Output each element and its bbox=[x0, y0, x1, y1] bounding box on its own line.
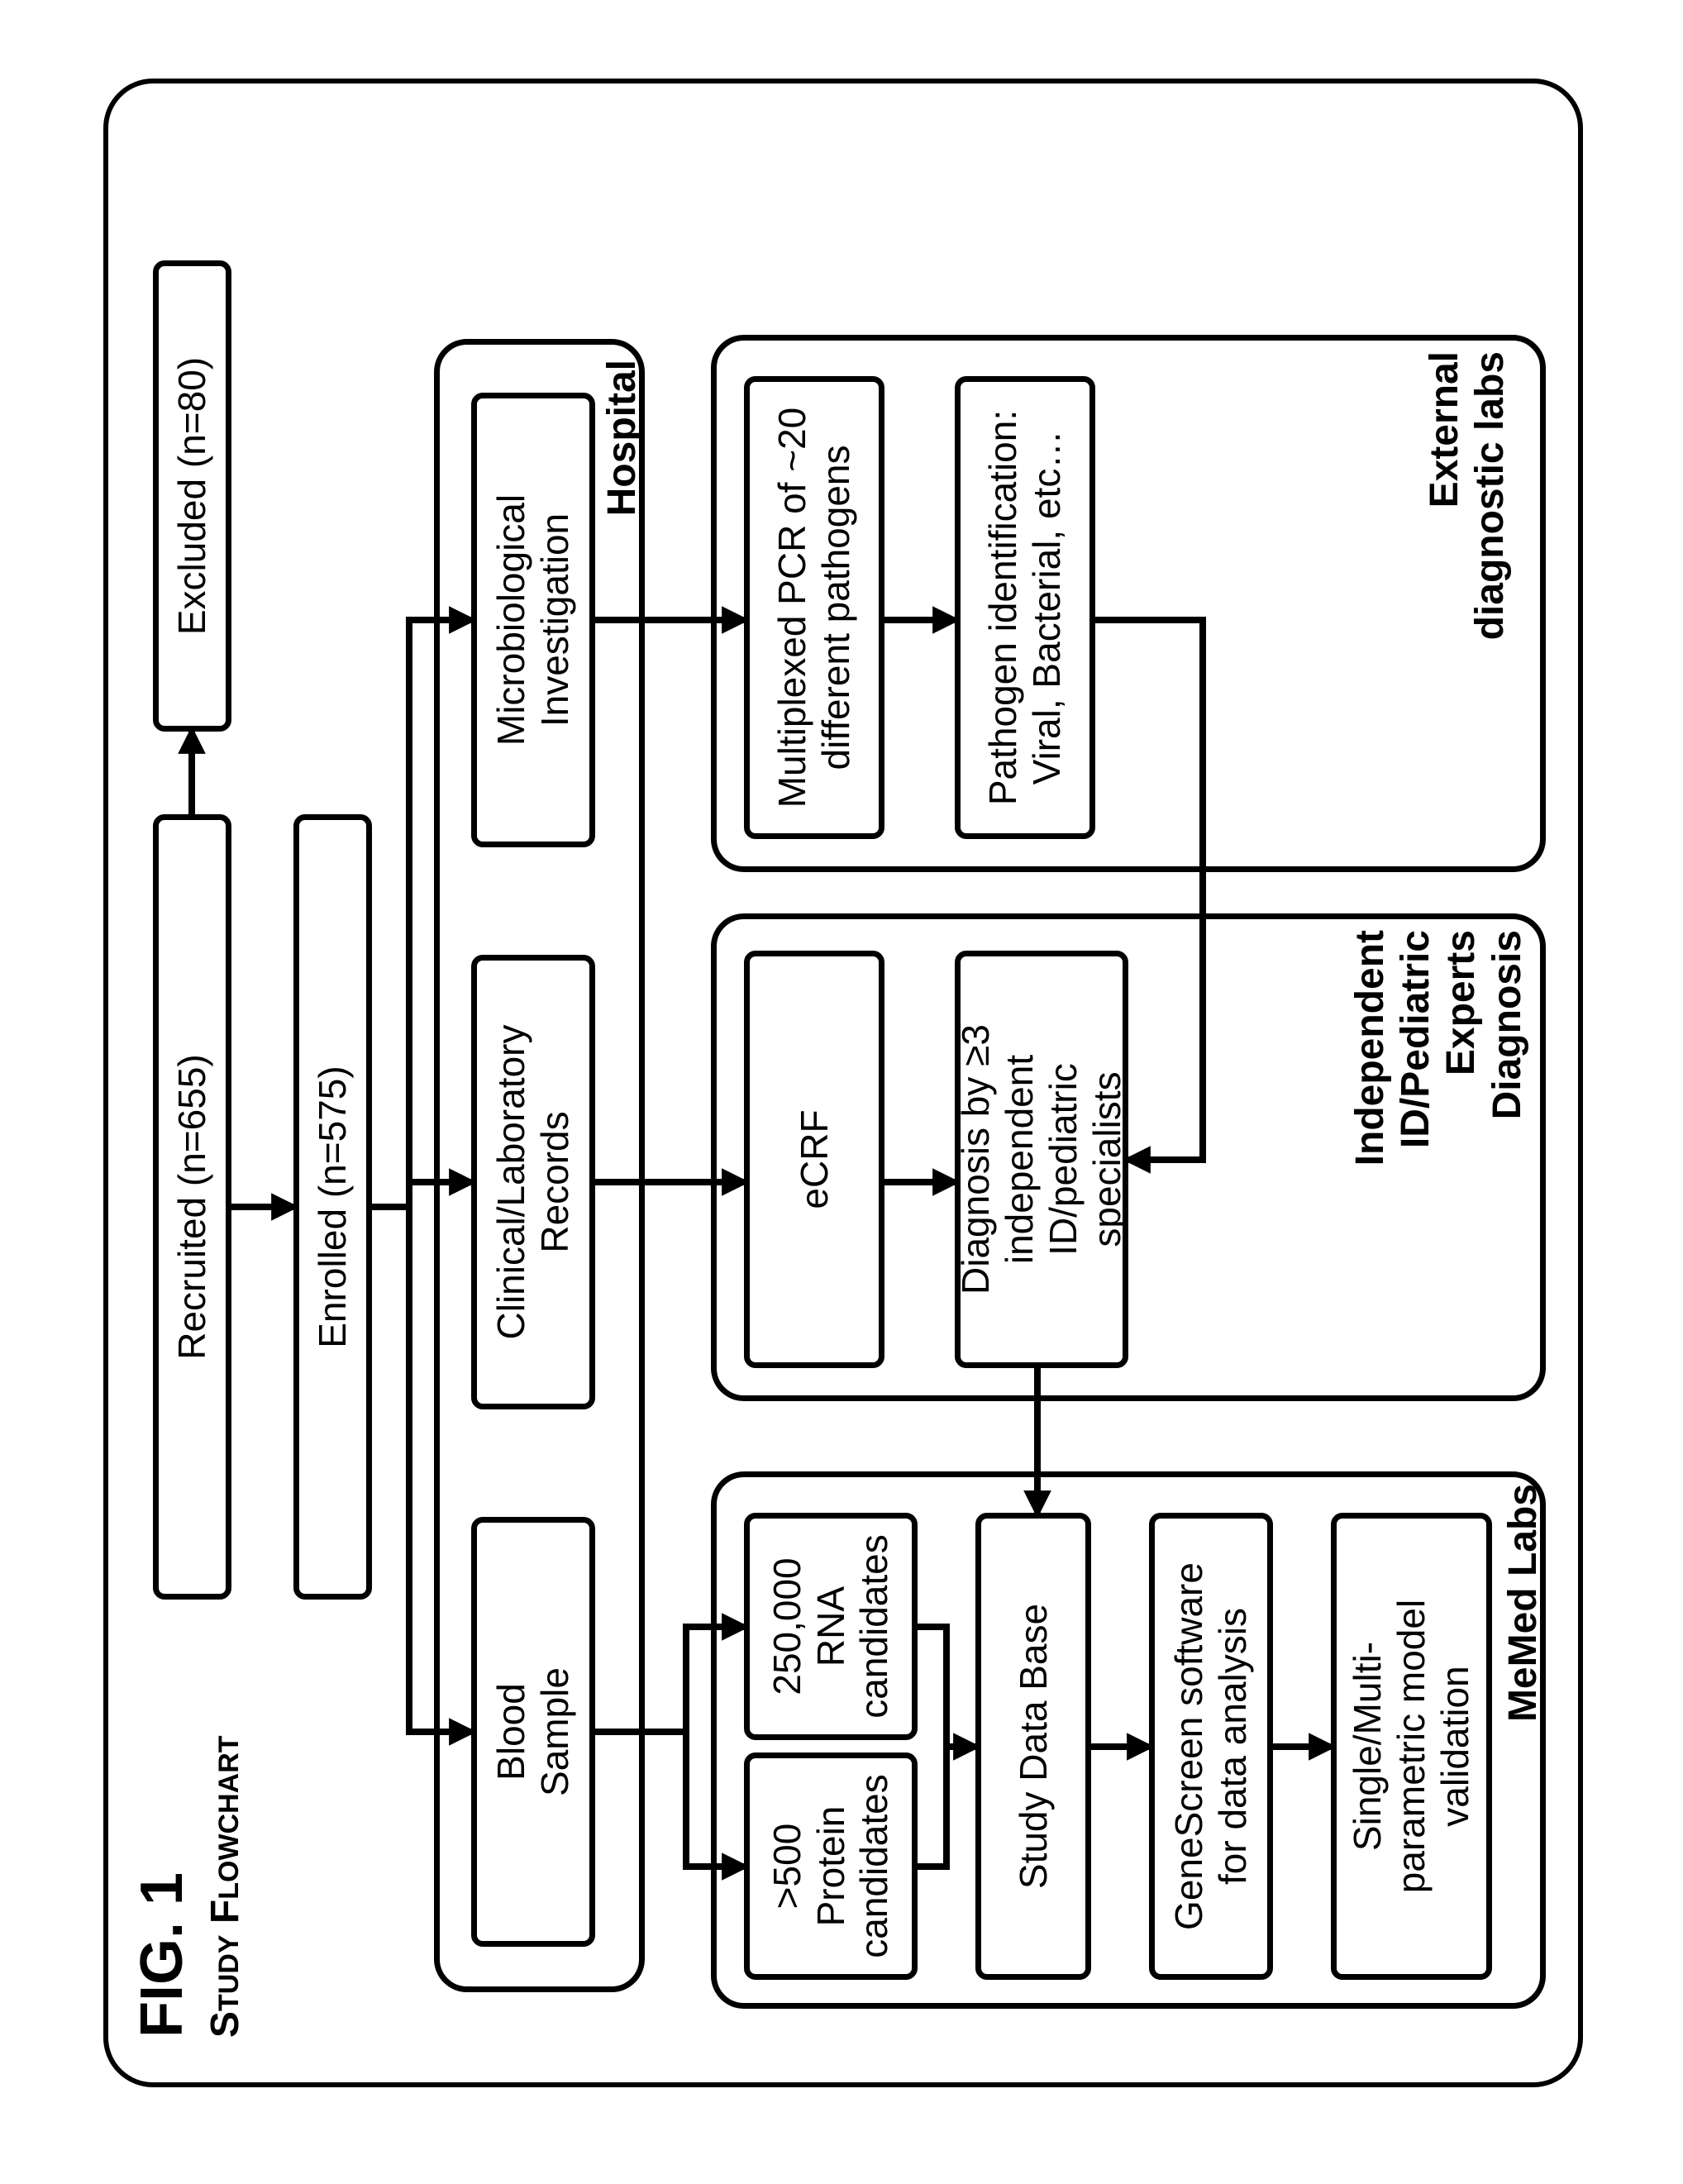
diagram-canvas: FIG. 1 Study Flowchart Recruited (n=655)… bbox=[103, 79, 1583, 2087]
node-excluded: Excluded (n=80) bbox=[153, 260, 231, 732]
node-multiplexed-pcr: Multiplexed PCR of ~20different pathogen… bbox=[744, 376, 884, 839]
node-enrolled: Enrolled (n=575) bbox=[293, 814, 372, 1600]
node-pathogen-identification: Pathogen identification:Viral, Bacterial… bbox=[955, 376, 1095, 839]
group-label-experts: IndependentID/PediatricExpertsDiagnosis bbox=[1347, 930, 1530, 1195]
figure-subtitle: Study Flowchart bbox=[203, 1735, 248, 2038]
node-diagnosis-specialists: Diagnosis by ≥3independent ID/pediatrics… bbox=[955, 951, 1128, 1368]
node-protein-candidates: >500Proteincandidates bbox=[744, 1752, 918, 1980]
group-label-hospital: Hospital bbox=[599, 360, 645, 541]
page: FIG. 1 Study Flowchart Recruited (n=655)… bbox=[0, 0, 1683, 2184]
node-study-database: Study Data Base bbox=[975, 1513, 1091, 1980]
group-label-memed: MeMed Labs bbox=[1500, 1484, 1546, 1765]
node-blood-sample: BloodSample bbox=[471, 1517, 595, 1947]
diagram-rotated-wrapper: FIG. 1 Study Flowchart Recruited (n=655)… bbox=[103, 79, 1583, 2087]
node-ecrf: eCRF bbox=[744, 951, 884, 1368]
node-recruited: Recruited (n=655) bbox=[153, 814, 231, 1600]
node-genescreen-software: GeneScreen softwarefor data analysis bbox=[1149, 1513, 1273, 1980]
node-microbiological: MicrobiologicalInvestigation bbox=[471, 393, 595, 847]
figure-title: FIG. 1 bbox=[128, 1872, 196, 2038]
node-clinical-records: Clinical/LaboratoryRecords bbox=[471, 955, 595, 1409]
node-rna-candidates: 250,000RNAcandidates bbox=[744, 1513, 918, 1740]
group-label-external: Externaldiagnostic labs bbox=[1422, 351, 1513, 657]
node-model-validation: Single/Multi-parametric modelvalidation bbox=[1331, 1513, 1492, 1980]
